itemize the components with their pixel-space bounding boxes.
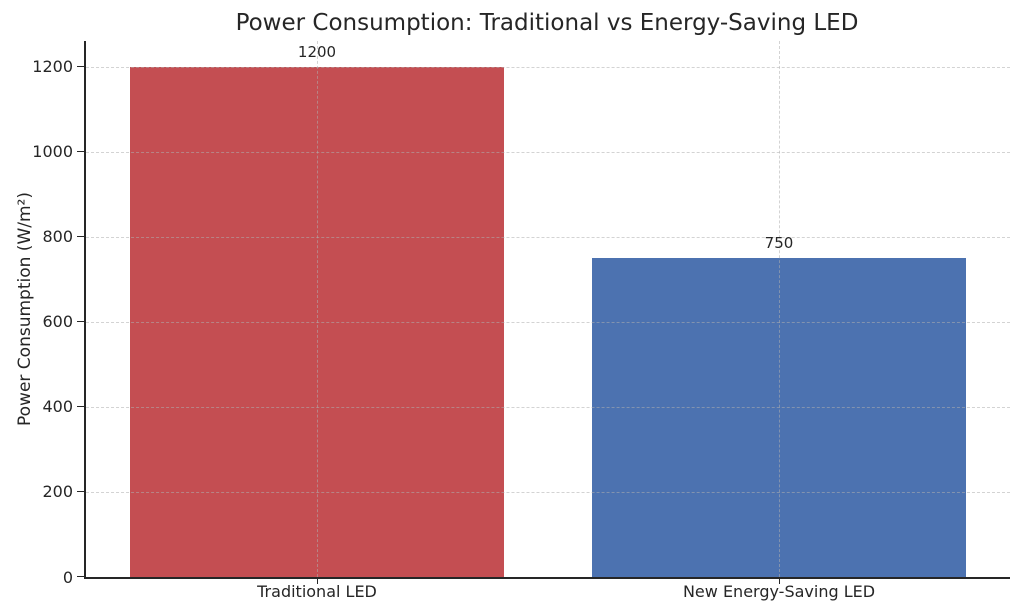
y-tick-mark-1200 bbox=[77, 65, 84, 67]
y-tick-label-400: 400 bbox=[42, 397, 73, 417]
plot-area bbox=[84, 41, 1010, 579]
x-tick-label-new-energy-saving-led: New Energy-Saving LED bbox=[682, 582, 876, 601]
y-tick-mark-600 bbox=[77, 320, 84, 322]
chart-title: Power Consumption: Traditional vs Energy… bbox=[235, 10, 859, 36]
y-tick-mark-400 bbox=[77, 405, 84, 407]
bar-value-label-traditional-led: 1200 bbox=[297, 42, 337, 61]
y-tick-label-0: 0 bbox=[62, 567, 73, 587]
y-gridline-400 bbox=[86, 406, 1010, 408]
y-tick-label-200: 200 bbox=[42, 482, 73, 502]
y-gridline-600 bbox=[86, 321, 1010, 323]
bar-new-energy-saving-led bbox=[591, 257, 967, 577]
y-gridline-1200 bbox=[86, 66, 1010, 68]
bar-value-label-new-energy-saving-led: 750 bbox=[764, 233, 794, 252]
y-gridline-1000 bbox=[86, 151, 1010, 153]
x-tick-mark-new-energy-saving-led bbox=[779, 579, 780, 584]
y-tick-mark-1000 bbox=[77, 150, 84, 152]
y-tick-label-1000: 1000 bbox=[32, 142, 73, 162]
y-tick-mark-0 bbox=[77, 576, 84, 577]
y-gridline-800 bbox=[86, 236, 1010, 238]
x-tick-label-traditional-led: Traditional LED bbox=[257, 582, 377, 601]
y-tick-label-1200: 1200 bbox=[32, 57, 73, 77]
x-gridline-new-energy-saving-led bbox=[779, 41, 780, 577]
x-tick-mark-traditional-led bbox=[317, 579, 318, 584]
x-gridline-traditional-led bbox=[317, 41, 318, 577]
y-gridline-200 bbox=[86, 491, 1010, 493]
y-tick-mark-800 bbox=[77, 235, 84, 237]
y-tick-label-600: 600 bbox=[42, 312, 73, 332]
y-tick-label-800: 800 bbox=[42, 227, 73, 247]
y-tick-mark-200 bbox=[77, 490, 84, 492]
